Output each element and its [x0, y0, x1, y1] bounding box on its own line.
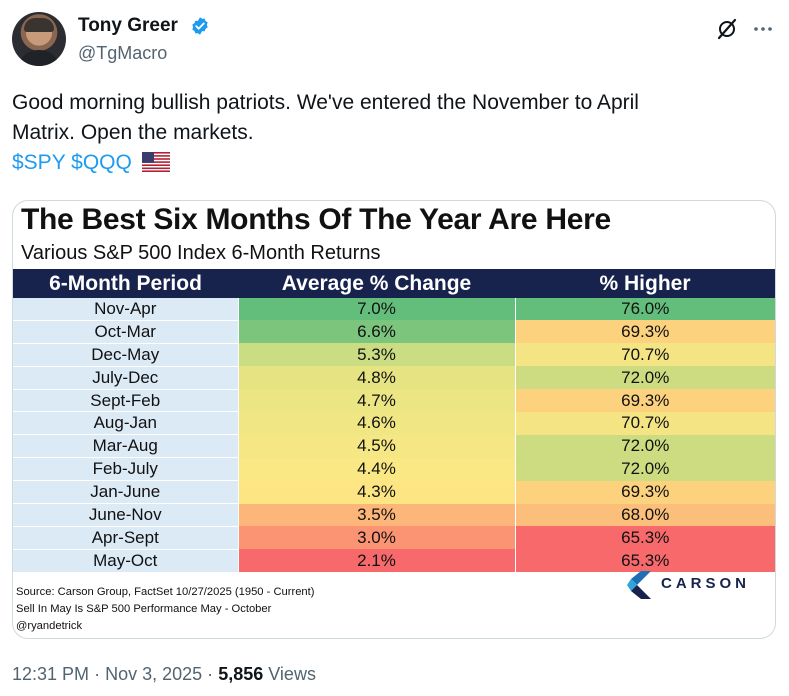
table-row: Mar-Aug 4.5% 72.0%: [13, 434, 775, 459]
percent-higher-cell: 69.3%: [514, 480, 775, 504]
meta-separator: ·: [207, 664, 214, 684]
percent-higher-cell: 70.7%: [514, 411, 775, 435]
card-subtitle: Various S&P 500 Index 6-Month Returns: [21, 242, 381, 264]
table-header-row: 6-Month Period Average % Change % Higher: [13, 269, 775, 298]
average-change-cell: 4.4%: [237, 457, 515, 481]
period-cell: Nov-Apr: [13, 298, 238, 321]
period-cell: June-Nov: [13, 503, 238, 527]
avatar-hair: [24, 18, 54, 32]
percent-higher-cell: 65.3%: [514, 526, 775, 550]
percent-higher-cell: 68.0%: [514, 503, 775, 527]
more-options-icon[interactable]: [751, 17, 775, 41]
period-cell: Aug-Jan: [13, 411, 238, 436]
table-row: July-Dec 4.8% 72.0%: [13, 366, 775, 390]
table-row: Sept-Feb 4.7% 69.3%: [13, 389, 775, 413]
table-row: Aug-Jan 4.6% 70.7%: [13, 411, 775, 436]
source-line: @ryandetrick: [16, 620, 83, 632]
average-change-cell: 4.6%: [237, 411, 515, 435]
percent-higher-cell: 65.3%: [514, 549, 775, 573]
percent-higher-cell: 72.0%: [514, 366, 775, 390]
tweet-text: Good morning bullish patriots. We've ent…: [12, 88, 772, 178]
source-notes: Source: Carson Group, FactSet 10/27/2025…: [16, 584, 315, 635]
table-row: Jan-June 4.3% 69.3%: [13, 480, 775, 505]
table-row: Apr-Sept 3.0% 65.3%: [13, 526, 775, 550]
period-cell: Sept-Feb: [13, 389, 238, 413]
tweet-date[interactable]: Nov 3, 2025: [105, 664, 203, 684]
average-change-cell: 5.3%: [237, 343, 515, 367]
carson-logo-mark-icon: [627, 571, 651, 599]
source-line: Source: Carson Group, FactSet 10/27/2025…: [16, 586, 315, 598]
average-change-cell: 4.3%: [237, 480, 515, 504]
tweet-line-2: Matrix. Open the markets.: [12, 121, 254, 144]
average-change-cell: 4.8%: [237, 366, 515, 390]
average-change-cell: 6.6%: [237, 320, 515, 344]
percent-higher-cell: 76.0%: [514, 298, 775, 321]
percent-higher-cell: 72.0%: [514, 457, 775, 481]
image-card[interactable]: The Best Six Months Of The Year Are Here…: [12, 200, 776, 639]
views-label: Views: [268, 664, 316, 684]
period-cell: Jan-June: [13, 480, 238, 505]
period-cell: Apr-Sept: [13, 526, 238, 550]
percent-higher-cell: 70.7%: [514, 343, 775, 367]
period-cell: Feb-July: [13, 457, 238, 482]
table-row: May-Oct 2.1% 65.3%: [13, 549, 775, 573]
table-row: Dec-May 5.3% 70.7%: [13, 343, 775, 367]
author-name[interactable]: Tony Greer: [78, 15, 178, 36]
verified-badge-icon: [192, 17, 208, 35]
percent-higher-cell: 69.3%: [514, 389, 775, 412]
average-change-cell: 3.5%: [237, 503, 515, 527]
period-cell: Dec-May: [13, 343, 238, 367]
tweet-line-1: Good morning bullish patriots. We've ent…: [12, 91, 639, 114]
average-change-cell: 7.0%: [237, 298, 515, 321]
average-change-cell: 3.0%: [237, 526, 515, 550]
period-cell: Oct-Mar: [13, 320, 238, 344]
table-row: Nov-Apr 7.0% 76.0%: [13, 298, 775, 321]
avatar-shirt: [18, 50, 60, 66]
percent-higher-cell: 69.3%: [514, 320, 775, 344]
table-row: June-Nov 3.5% 68.0%: [13, 503, 775, 527]
period-cell: Mar-Aug: [13, 434, 238, 459]
card-title: The Best Six Months Of The Year Are Here: [21, 203, 611, 236]
returns-table: 6-Month Period Average % Change % Higher…: [13, 269, 775, 573]
period-cell: July-Dec: [13, 366, 238, 390]
table-row: Feb-July 4.4% 72.0%: [13, 457, 775, 482]
table-row: Oct-Mar 6.6% 69.3%: [13, 320, 775, 344]
header-average-change: Average % Change: [238, 269, 515, 298]
average-change-cell: 4.7%: [237, 389, 515, 412]
percent-higher-cell: 72.0%: [514, 434, 775, 458]
tweet-time[interactable]: 12:31 PM: [12, 664, 90, 684]
meta-separator: ·: [94, 664, 101, 684]
avatar[interactable]: [12, 12, 66, 66]
source-line: Sell In May Is S&P 500 Performance May -…: [16, 603, 272, 615]
tweet-line-3: $SPY $QQQ: [12, 148, 772, 178]
header-period: 6-Month Period: [13, 269, 238, 298]
views-count: 5,856: [218, 664, 264, 684]
carson-logo-text: CARSON: [661, 575, 751, 592]
carson-logo: CARSON: [627, 571, 767, 599]
cashtag-links[interactable]: $SPY $QQQ: [12, 151, 132, 174]
average-change-cell: 2.1%: [237, 549, 515, 573]
author-handle[interactable]: @TgMacro: [78, 43, 168, 63]
grok-icon[interactable]: [715, 17, 739, 41]
us-flag-icon: [141, 152, 170, 172]
period-cell: May-Oct: [13, 549, 238, 573]
average-change-cell: 4.5%: [237, 434, 515, 458]
tweet-meta: 12:31 PM · Nov 3, 2025 · 5,856 Views: [12, 664, 316, 685]
header-percent-higher: % Higher: [515, 269, 775, 298]
